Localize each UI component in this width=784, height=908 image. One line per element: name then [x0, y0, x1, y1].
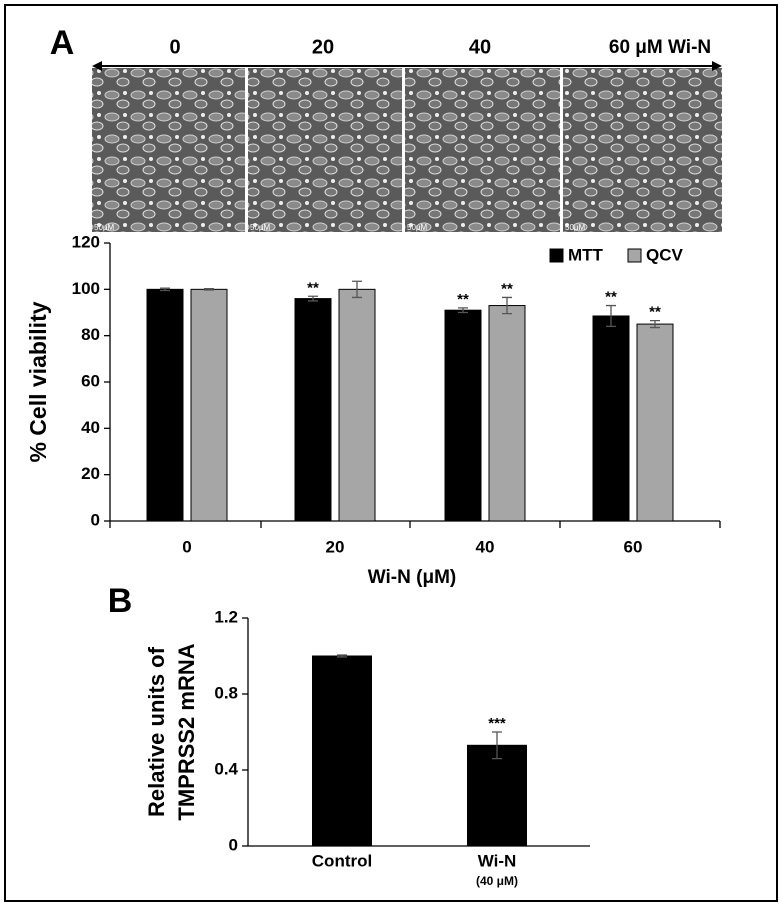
scale-bar-label: 50μM — [565, 223, 586, 232]
bar — [190, 288, 228, 522]
significance: *** — [488, 715, 506, 732]
y-tick-label: 20 — [81, 464, 100, 483]
x-tick-label: 40 — [476, 537, 495, 556]
y-tick-label: 60 — [81, 371, 100, 390]
micrograph — [405, 68, 560, 232]
legend-label: MTT — [568, 245, 604, 264]
y-tick-label: 1.2 — [214, 607, 238, 626]
micrograph — [563, 68, 722, 232]
y-tick-label: 40 — [81, 418, 100, 437]
bar — [338, 288, 376, 522]
y-tick-label: 0 — [229, 835, 238, 854]
dose-label: 40 — [469, 36, 491, 58]
scale-bar-label: 50μM — [94, 223, 115, 232]
x-axis-label: Wi-N (μM) — [368, 567, 456, 588]
legend-swatch — [627, 248, 642, 263]
scale-bar-label: 50μM — [250, 223, 271, 232]
y-tick-label: 100 — [72, 279, 100, 298]
legend-label: QCV — [646, 245, 684, 264]
error-bar — [458, 307, 468, 314]
error-bar — [492, 731, 502, 760]
significance: ** — [501, 280, 513, 297]
scale-bar-label: 50μM — [407, 223, 428, 232]
error-bar — [160, 287, 170, 292]
y-tick-label: 80 — [81, 325, 100, 344]
error-bar — [502, 296, 512, 315]
bar — [488, 305, 526, 522]
significance: ** — [649, 304, 661, 321]
error-bar — [308, 295, 318, 302]
error-bar — [650, 319, 660, 329]
y-axis-label: % Cell viability — [25, 301, 51, 462]
x-tick-label: Wi-N — [478, 851, 517, 870]
y-tick-label: 120 — [72, 232, 100, 251]
significance: ** — [457, 291, 469, 308]
bar — [312, 655, 372, 847]
bar — [467, 744, 527, 847]
legend-swatch — [549, 248, 564, 263]
error-bar — [352, 280, 362, 299]
x-tick-label: 0 — [182, 537, 191, 556]
bar — [592, 315, 630, 522]
significance: ** — [307, 279, 319, 296]
bar — [636, 323, 674, 522]
error-bar — [337, 654, 347, 658]
y-tick-label: 0 — [91, 510, 100, 529]
dose-label: 0 — [169, 36, 180, 58]
y-tick-label: 0.4 — [214, 759, 238, 778]
panel-label: B — [108, 582, 133, 620]
x-tick-label: 60 — [624, 537, 643, 556]
y-axis-label: TMPRSS2 mRNA — [174, 643, 199, 820]
x-tick-sublabel: (40 μM) — [476, 874, 518, 888]
bar — [444, 309, 482, 522]
x-tick-label: 20 — [326, 537, 345, 556]
error-bar — [204, 287, 214, 291]
bar — [146, 288, 184, 522]
dose-label: 20 — [312, 36, 334, 58]
frame — [4, 4, 778, 902]
x-tick-label: Control — [312, 851, 372, 870]
dose-label: 60 μM Wi-N — [609, 37, 711, 58]
micrographs — [92, 61, 722, 232]
error-bar — [606, 304, 616, 328]
significance: ** — [605, 289, 617, 306]
y-axis-label: Relative units of — [144, 646, 169, 817]
micrograph — [92, 68, 245, 232]
panel-label: A — [50, 24, 75, 62]
micrograph — [248, 68, 402, 232]
y-tick-label: 0.8 — [214, 683, 238, 702]
bar — [294, 298, 332, 522]
